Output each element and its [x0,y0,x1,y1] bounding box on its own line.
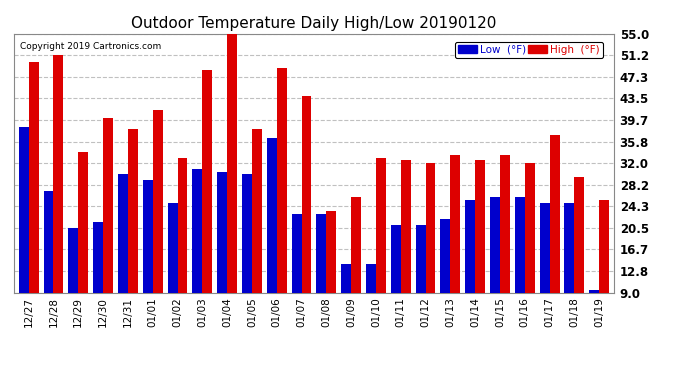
Bar [351,197,361,343]
Bar [574,177,584,343]
Legend: Low  (°F), High  (°F): Low (°F), High (°F) [455,42,603,58]
Bar [525,163,535,343]
Bar [242,174,252,343]
Bar [515,197,525,343]
Bar [54,55,63,343]
Bar [564,202,574,343]
Bar [93,222,103,343]
Title: Outdoor Temperature Daily High/Low 20190120: Outdoor Temperature Daily High/Low 20190… [131,16,497,31]
Bar [177,158,188,343]
Bar [500,154,510,343]
Bar [193,169,202,343]
Bar [252,129,262,343]
Bar [599,200,609,343]
Bar [143,180,152,343]
Bar [267,138,277,343]
Bar [440,219,451,343]
Bar [217,172,227,343]
Bar [43,191,54,343]
Bar [168,202,177,343]
Bar [128,129,138,343]
Bar [152,110,163,343]
Bar [465,200,475,343]
Bar [426,163,435,343]
Bar [19,127,29,343]
Bar [366,264,376,343]
Bar [550,135,560,343]
Bar [29,62,39,343]
Bar [490,197,500,343]
Bar [302,96,311,343]
Bar [589,290,599,343]
Bar [342,264,351,343]
Bar [317,214,326,343]
Text: Copyright 2019 Cartronics.com: Copyright 2019 Cartronics.com [20,42,161,51]
Bar [78,152,88,343]
Bar [103,118,113,343]
Bar [540,202,550,343]
Bar [401,160,411,343]
Bar [415,225,426,343]
Bar [227,34,237,343]
Bar [292,214,302,343]
Bar [202,70,213,343]
Bar [376,158,386,343]
Bar [118,174,128,343]
Bar [475,160,485,343]
Bar [391,225,401,343]
Bar [451,154,460,343]
Bar [68,228,78,343]
Bar [277,68,286,343]
Bar [326,211,336,343]
